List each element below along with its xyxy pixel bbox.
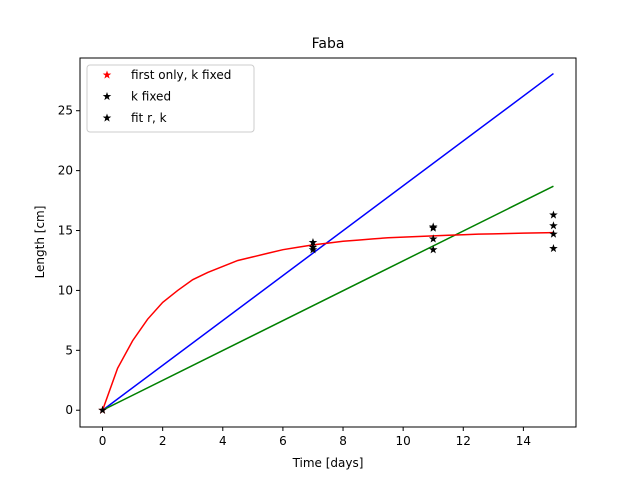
legend-label-0: first only, k fixed xyxy=(131,68,231,82)
y-tick-label-25: 25 xyxy=(58,104,73,118)
legend-marker-0 xyxy=(102,70,112,79)
x-axis-label: Time [days] xyxy=(292,456,364,470)
data-point-1-11 xyxy=(549,243,558,253)
plot-area xyxy=(98,72,558,414)
y-tick-label-0: 0 xyxy=(65,403,73,417)
x-tick-label-6: 6 xyxy=(279,434,287,448)
x-tick-label-12: 12 xyxy=(456,434,471,448)
data-point-1-1 xyxy=(308,238,318,247)
x-tick-label-0: 0 xyxy=(99,434,107,448)
chart-title: Faba xyxy=(312,36,345,52)
legend-label-1: k fixed xyxy=(131,90,171,104)
x-tick-label-2: 2 xyxy=(159,434,167,448)
data-point-1-6 xyxy=(428,234,438,243)
data-point-1-8 xyxy=(549,210,558,219)
legend-marker-1 xyxy=(102,92,112,101)
x-tick-label-4: 4 xyxy=(219,434,227,448)
y-tick-label-5: 5 xyxy=(65,343,73,357)
data-point-1-0 xyxy=(98,405,107,414)
y-tick-label-15: 15 xyxy=(58,224,73,238)
data-point-1-5 xyxy=(428,223,438,232)
legend-box xyxy=(86,64,255,133)
legend: first only, k fixed k fixed fit r, k xyxy=(86,64,255,133)
y-tick-label-10: 10 xyxy=(58,283,73,297)
legend-marker-2 xyxy=(102,113,112,122)
y-tick-label-20: 20 xyxy=(58,164,73,178)
data-point-1-3 xyxy=(308,242,318,251)
plot-frame xyxy=(79,57,577,428)
series-line-1 xyxy=(102,185,554,411)
series-line-2 xyxy=(101,231,554,411)
data-point-1-10 xyxy=(549,229,558,238)
series-line-0 xyxy=(102,72,554,411)
x-tick-label-8: 8 xyxy=(339,434,347,448)
y-axis-label: Length [cm] xyxy=(33,206,47,279)
data-point-1-7 xyxy=(428,245,438,254)
data-point-1-2 xyxy=(308,245,318,254)
legend-label-2: fit r, k xyxy=(131,111,167,125)
axis-ticks: 0 2 4 6 8 10 12 14 0 5 10 15 20 25 xyxy=(58,104,531,448)
x-tick-label-14: 14 xyxy=(516,434,531,448)
data-point-1-9 xyxy=(549,221,558,230)
x-tick-label-10: 10 xyxy=(396,434,411,448)
